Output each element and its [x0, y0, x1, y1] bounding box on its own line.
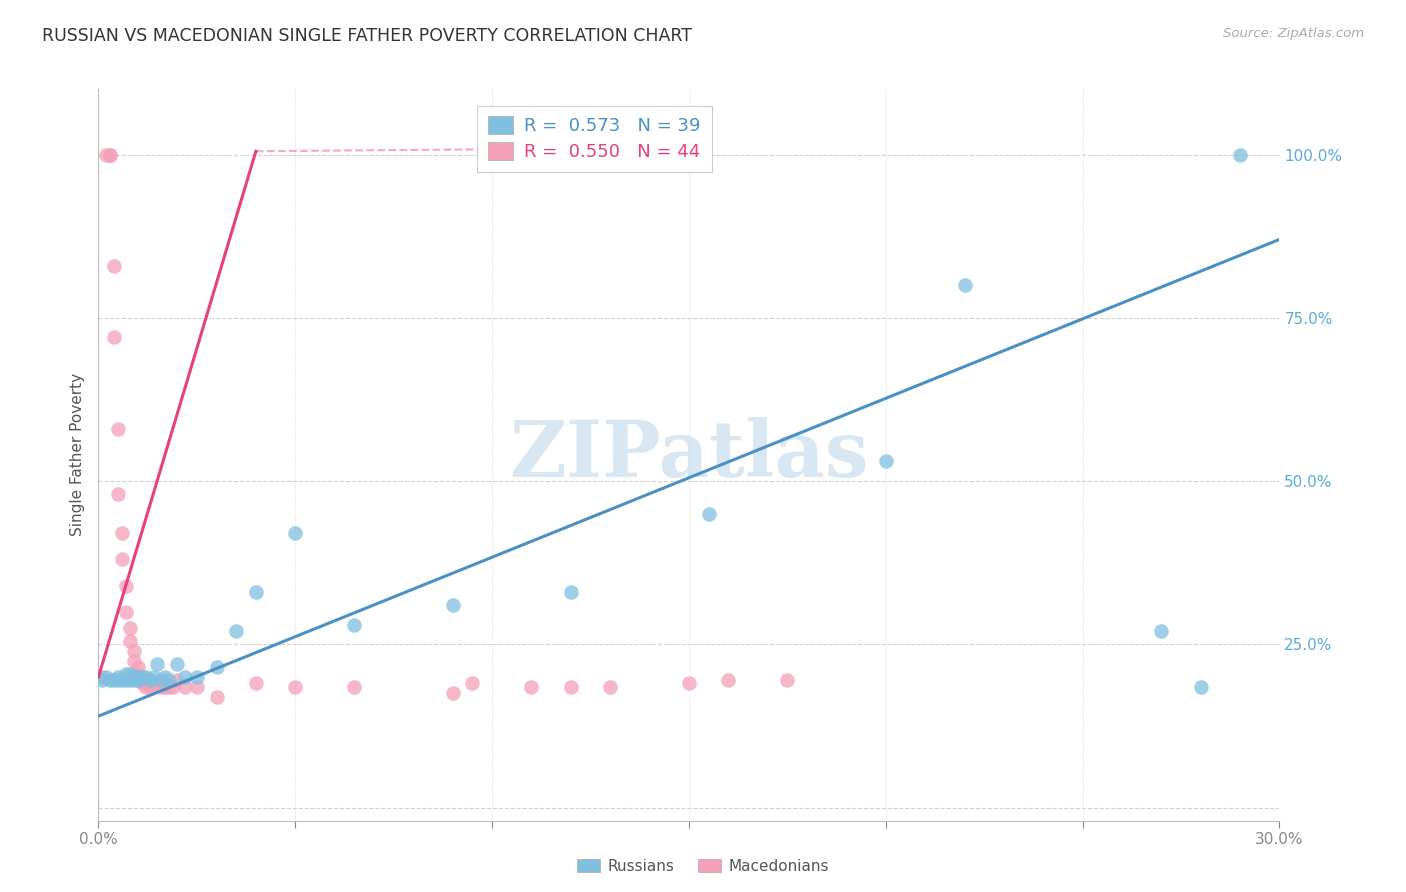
Point: [118, 621, 141, 635]
Point: [186, 670, 208, 684]
Point: [953, 278, 976, 293]
Point: [98, 147, 121, 161]
Point: [150, 673, 173, 688]
Point: [157, 673, 180, 688]
Point: [103, 259, 125, 273]
Point: [520, 680, 543, 694]
Point: [127, 660, 149, 674]
Text: Source: ZipAtlas.com: Source: ZipAtlas.com: [1223, 27, 1364, 40]
Point: [98, 673, 121, 688]
Point: [111, 552, 134, 566]
Point: [98, 147, 121, 161]
Point: [135, 676, 157, 690]
Point: [186, 680, 208, 694]
Point: [461, 676, 484, 690]
Point: [166, 673, 188, 688]
Point: [343, 680, 366, 694]
Point: [174, 670, 197, 684]
Point: [131, 676, 153, 690]
Point: [127, 666, 149, 681]
Point: [717, 673, 740, 688]
Point: [131, 670, 153, 684]
Point: [115, 673, 138, 688]
Point: [111, 526, 134, 541]
Point: [138, 680, 160, 694]
Point: [150, 680, 173, 694]
Point: [245, 676, 267, 690]
Point: [875, 454, 897, 468]
Point: [599, 680, 621, 694]
Point: [560, 680, 582, 694]
Point: [103, 330, 125, 344]
Point: [776, 673, 799, 688]
Point: [135, 680, 157, 694]
Point: [155, 670, 177, 684]
Point: [205, 690, 228, 704]
Legend: R =  0.573   N = 39, R =  0.550   N = 44: R = 0.573 N = 39, R = 0.550 N = 44: [477, 105, 711, 172]
Point: [174, 680, 197, 694]
Point: [166, 657, 188, 671]
Point: [146, 657, 169, 671]
Y-axis label: Single Father Poverty: Single Father Poverty: [70, 374, 86, 536]
Point: [127, 670, 149, 684]
Point: [245, 585, 267, 599]
Point: [115, 666, 138, 681]
Point: [96, 670, 118, 684]
Point: [91, 673, 114, 688]
Point: [91, 670, 114, 684]
Point: [96, 147, 118, 161]
Point: [343, 617, 366, 632]
Point: [441, 686, 464, 700]
Point: [107, 673, 129, 688]
Point: [155, 680, 177, 694]
Point: [131, 673, 153, 688]
Point: [146, 676, 169, 690]
Text: ZIPatlas: ZIPatlas: [509, 417, 869, 493]
Point: [122, 654, 145, 668]
Point: [107, 487, 129, 501]
Point: [111, 673, 134, 688]
Point: [697, 507, 720, 521]
Point: [1150, 624, 1173, 639]
Point: [1189, 680, 1212, 694]
Point: [118, 634, 141, 648]
Point: [678, 676, 700, 690]
Point: [560, 585, 582, 599]
Point: [142, 670, 165, 684]
Point: [115, 578, 138, 592]
Text: RUSSIAN VS MACEDONIAN SINGLE FATHER POVERTY CORRELATION CHART: RUSSIAN VS MACEDONIAN SINGLE FATHER POVE…: [42, 27, 692, 45]
Point: [138, 673, 160, 688]
Point: [107, 422, 129, 436]
Point: [205, 660, 228, 674]
Point: [103, 673, 125, 688]
Legend: Russians, Macedonians: Russians, Macedonians: [571, 853, 835, 880]
Point: [162, 680, 184, 694]
Point: [122, 673, 145, 688]
Point: [441, 598, 464, 612]
Point: [127, 673, 149, 688]
Point: [284, 680, 307, 694]
Point: [122, 670, 145, 684]
Point: [122, 644, 145, 658]
Point: [142, 676, 165, 690]
Point: [107, 670, 129, 684]
Point: [118, 666, 141, 681]
Point: [157, 680, 180, 694]
Point: [135, 670, 157, 684]
Point: [225, 624, 247, 639]
Point: [118, 673, 141, 688]
Point: [1229, 147, 1251, 161]
Point: [284, 526, 307, 541]
Point: [115, 605, 138, 619]
